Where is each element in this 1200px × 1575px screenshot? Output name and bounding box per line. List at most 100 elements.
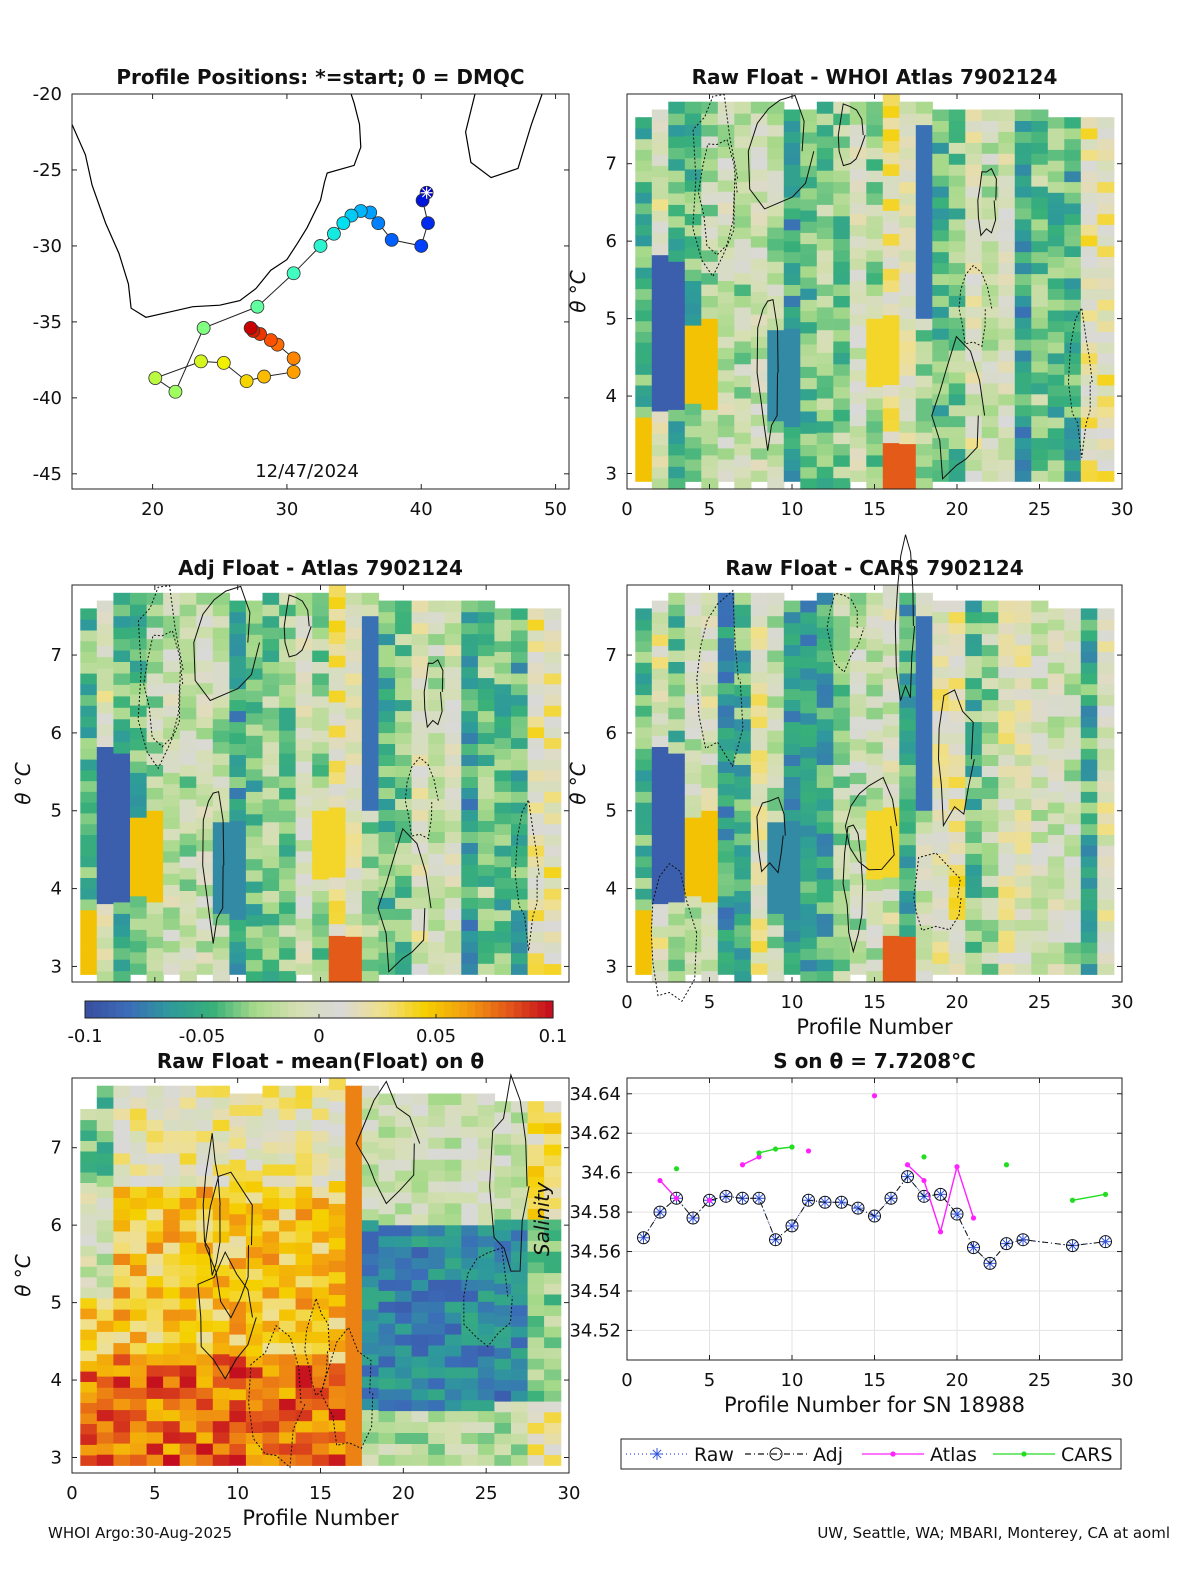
heatmap-cell [701,924,719,937]
heatmap-cell [130,637,148,650]
heatmap-cell [668,420,686,433]
heatmap-cell [668,695,686,708]
heatmap-cell [494,780,512,792]
heatmap-cell [651,187,669,200]
heatmap-cell [717,626,735,639]
heatmap-cell [965,262,983,275]
heatmap-cell [651,667,669,680]
heatmap-cell [494,716,512,728]
heatmap-cell [361,1208,380,1221]
heatmap-cell [833,227,851,239]
heatmap-cell [981,963,999,975]
heatmap-cell [882,806,900,820]
heatmap-cell [196,660,214,672]
heatmap-cell [750,626,768,639]
heatmap-cell [948,677,966,690]
heatmap-cell [262,1353,280,1366]
heatmap-cell [1097,245,1115,257]
heatmap-cell [345,1130,363,1143]
heatmap-cell [477,1410,496,1423]
heatmap-cell [229,1257,247,1269]
heatmap-cell [932,699,950,712]
heatmap-cell [635,716,653,728]
heatmap-cell [411,1366,429,1379]
heatmap-cell [965,699,983,712]
colorbar-segment [178,1001,187,1018]
heatmap-cell [750,358,768,371]
heatmap-cell [915,352,933,365]
heatmap-cell [361,1376,380,1388]
heatmap-cell [96,1264,114,1277]
heatmap-cell [527,1401,545,1413]
heatmap-cell [750,403,768,415]
heatmap-cell [800,925,818,938]
heatmap-cell [932,218,950,231]
heatmap-cell [932,633,950,646]
heatmap-cell [882,326,900,339]
heatmap-cell [328,713,346,726]
heatmap-cell [444,743,462,755]
heatmap-cell [1014,470,1032,482]
heatmap-cell [328,690,346,703]
heatmap-cell [866,730,884,743]
x-axis-label: Profile Number [796,1015,953,1039]
heatmap-cell [245,948,264,961]
heatmap-cell [998,229,1016,242]
heatmap-cell [511,759,529,771]
heatmap-cell [477,1246,496,1259]
heatmap-cell [1031,448,1049,460]
heatmap-cell [245,802,264,815]
heatmap-cell [899,741,917,754]
heatmap-cell [948,809,966,821]
heatmap-cell [899,101,917,114]
heatmap-cell [932,765,950,777]
heatmap-cell [444,963,462,975]
heatmap-cell [428,1366,446,1379]
heatmap-cell [816,432,834,445]
adj-series-line [643,1175,1106,1265]
heatmap-cell [882,384,900,397]
heatmap-cell [113,1454,131,1466]
heatmap-cell [899,340,917,353]
heatmap-cell [96,1309,114,1321]
heatmap-cell [80,866,98,878]
heatmap-cell [494,1368,512,1381]
heatmap-cell [684,951,702,964]
heatmap-cell [196,940,214,953]
cars-point [1102,1191,1109,1197]
heatmap-cell [196,1130,214,1143]
heatmap-cell [767,420,785,433]
heatmap-cell [229,622,247,635]
colorbar-segment [506,1001,515,1018]
heatmap-cell [212,1130,230,1143]
heatmap-cell [295,727,313,740]
heatmap-cell [750,615,768,627]
heatmap-cell [444,1355,462,1368]
heatmap-cell [717,873,735,885]
heatmap-cell [866,615,884,628]
heatmap-cell [734,775,752,788]
heatmap-cell [651,813,669,826]
heatmap-cell [130,693,148,706]
heatmap-cell [1097,877,1115,889]
heatmap-cell [130,805,148,818]
heatmap-cell [279,1108,297,1120]
heatmap-cell [279,1320,297,1332]
heatmap-cell [163,1442,181,1455]
heatmap-cell [750,425,768,438]
contour-line [826,592,865,673]
heatmap-cell [717,246,735,259]
heatmap-cell [750,940,768,953]
heatmap-cell [96,1442,114,1455]
heatmap-cell [635,299,653,311]
heatmap-cell [750,749,768,762]
heatmap-cell [395,1334,413,1346]
heatmap-cell [130,705,148,717]
heatmap-cell [196,1454,214,1466]
heatmap-cell [113,936,131,949]
heatmap-cell [312,1219,330,1232]
heatmap-cell [494,629,512,642]
heatmap-cell [279,695,297,708]
heatmap-cell [477,787,496,799]
heatmap-cell [767,124,785,137]
